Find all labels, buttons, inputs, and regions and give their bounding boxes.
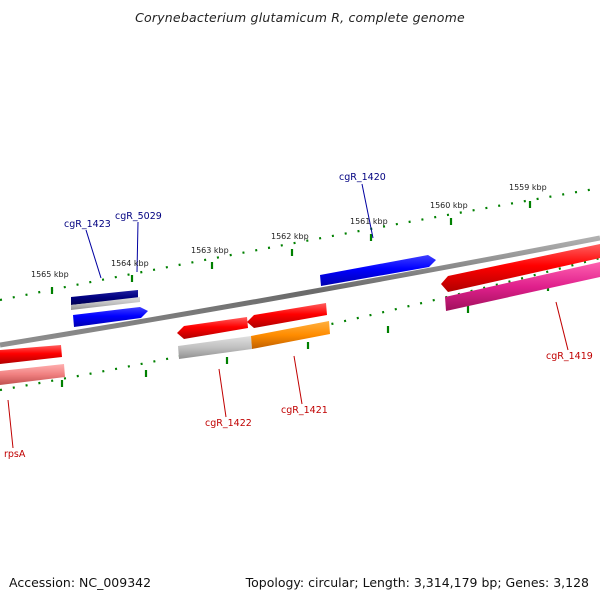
- gene-cgR_1421-arrow[interactable]: [247, 303, 327, 328]
- scale-label-1564: 1564 kbp: [111, 259, 149, 268]
- leader-cgR_1423: [85, 229, 102, 279]
- gene-label-cgR_1421[interactable]: cgR_1421: [281, 405, 328, 416]
- gene-label-cgR_1422[interactable]: cgR_1422: [205, 418, 252, 429]
- outer-scale-major-ticks: [50, 201, 532, 294]
- forward-features: [71, 255, 436, 327]
- leader-rpsA: [7, 399, 14, 449]
- label-leaders: [7, 183, 569, 449]
- scale-label-1562: 1562 kbp: [271, 232, 309, 241]
- leader-cgR_1420: [361, 183, 374, 239]
- gene-label-cgR_1423[interactable]: cgR_1423: [64, 219, 111, 230]
- scale-label-1563: 1563 kbp: [191, 246, 229, 255]
- gene-cgR_5029-arrow[interactable]: [73, 307, 148, 327]
- genome-title: Corynebacterium glutamicum R, complete g…: [135, 10, 465, 25]
- leader-cgR_1422: [218, 368, 227, 418]
- genome-backbone: [0, 235, 600, 348]
- scale-label-1560: 1560 kbp: [430, 201, 468, 210]
- gene-cgR_1419-arrow[interactable]: [441, 244, 600, 292]
- gene-label-cgR_1420[interactable]: cgR_1420: [339, 172, 386, 183]
- scale-label-1559: 1559 kbp: [509, 183, 547, 192]
- leader-cgR_1419: [555, 301, 569, 351]
- scale-label-1565: 1565 kbp: [31, 270, 69, 279]
- gene-cgR_1421-band: [251, 321, 330, 349]
- gene-label-cgR_1419[interactable]: cgR_1419: [546, 351, 593, 362]
- gene-rpsA-band: [0, 364, 65, 385]
- leader-cgR_5029: [136, 221, 139, 273]
- topology-summary: Topology: circular; Length: 3,314,179 bp…: [245, 575, 589, 590]
- gene-cgR_1422-arrow[interactable]: [177, 317, 248, 339]
- gene-cgR_1423-arrow[interactable]: [71, 290, 138, 305]
- gene-label-cgR_5029[interactable]: cgR_5029: [115, 211, 162, 222]
- gene-cgR_1423-shadow: [71, 297, 140, 310]
- gene-cgR_1419-band: [445, 262, 600, 311]
- gene-rpsA-arrow[interactable]: [0, 345, 62, 364]
- gene-label-rpsA[interactable]: rpsA: [4, 449, 26, 460]
- scale-label-1561: 1561 kbp: [350, 217, 388, 226]
- scale-labels: 1559 kbp 1560 kbp 1561 kbp 1562 kbp 1563…: [31, 183, 547, 279]
- leader-cgR_1421: [293, 355, 303, 405]
- accession-text: Accession: NC_009342: [9, 575, 152, 590]
- gene-cgR_1420-arrow[interactable]: [320, 255, 436, 286]
- reverse-features: [0, 244, 600, 385]
- gene-labels: cgR_1423 cgR_5029 cgR_1420 cgR_1419 cgR_…: [4, 172, 593, 460]
- gene-cgR_1422-band: [178, 336, 252, 359]
